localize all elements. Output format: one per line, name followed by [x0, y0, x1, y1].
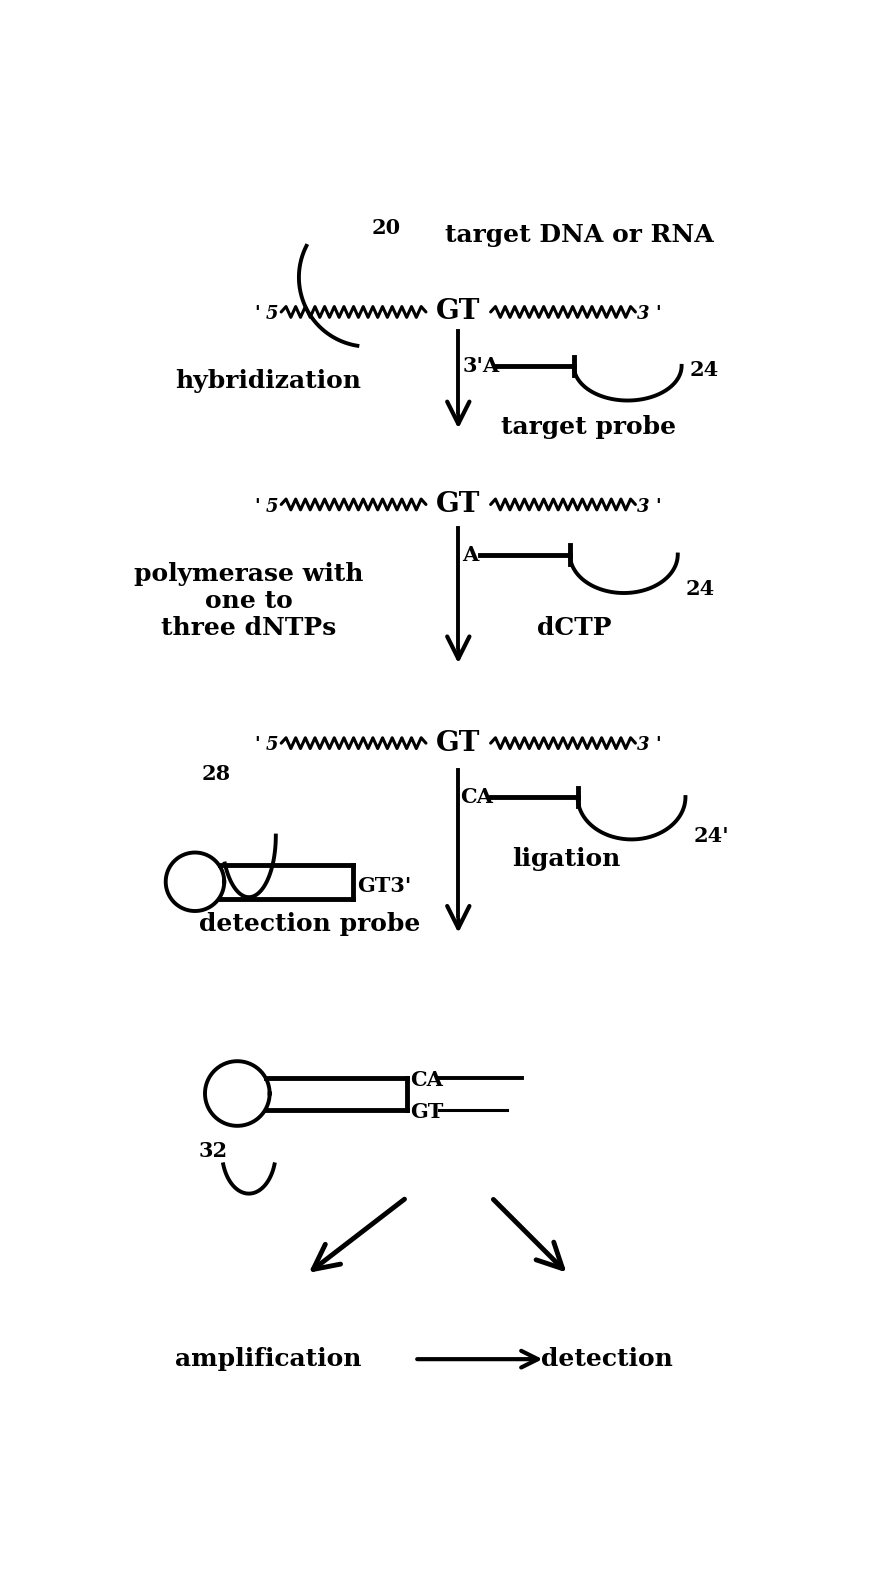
- Text: 24: 24: [685, 579, 714, 599]
- Text: ': ': [254, 497, 259, 516]
- Text: GT: GT: [410, 1103, 443, 1122]
- Text: ': ': [654, 305, 661, 324]
- Text: CA: CA: [410, 1070, 443, 1090]
- Text: 32: 32: [198, 1142, 228, 1161]
- Text: 3'A: 3'A: [461, 355, 499, 376]
- Text: ': ': [654, 736, 661, 755]
- Text: polymerase with: polymerase with: [134, 562, 363, 585]
- Text: GT: GT: [435, 491, 480, 518]
- Text: ': ': [254, 305, 259, 324]
- Text: one to: one to: [205, 588, 292, 613]
- Text: A: A: [461, 544, 478, 565]
- Text: 24': 24': [692, 826, 728, 846]
- Text: ligation: ligation: [511, 846, 620, 871]
- Text: 3: 3: [636, 736, 648, 755]
- Text: ': ': [254, 736, 259, 755]
- Text: 5: 5: [266, 497, 278, 516]
- Text: dCTP: dCTP: [536, 615, 611, 640]
- Text: target probe: target probe: [500, 415, 675, 439]
- Text: GT: GT: [435, 730, 480, 757]
- Text: detection probe: detection probe: [198, 912, 419, 936]
- Text: 20: 20: [372, 219, 401, 238]
- Text: 5: 5: [266, 305, 278, 324]
- Text: three dNTPs: three dNTPs: [161, 615, 336, 640]
- Text: GT: GT: [435, 299, 480, 326]
- Text: CA: CA: [460, 786, 493, 807]
- Text: 24: 24: [688, 360, 718, 379]
- Text: target DNA or RNA: target DNA or RNA: [444, 223, 713, 247]
- Text: 3: 3: [636, 497, 648, 516]
- Text: 28: 28: [202, 764, 231, 783]
- Text: hybridization: hybridization: [175, 370, 360, 393]
- Text: 5: 5: [266, 736, 278, 755]
- Text: amplification: amplification: [174, 1346, 361, 1372]
- Text: GT3': GT3': [357, 876, 410, 895]
- Text: detection: detection: [540, 1346, 672, 1372]
- Text: 3: 3: [636, 305, 648, 324]
- Text: ': ': [654, 497, 661, 516]
